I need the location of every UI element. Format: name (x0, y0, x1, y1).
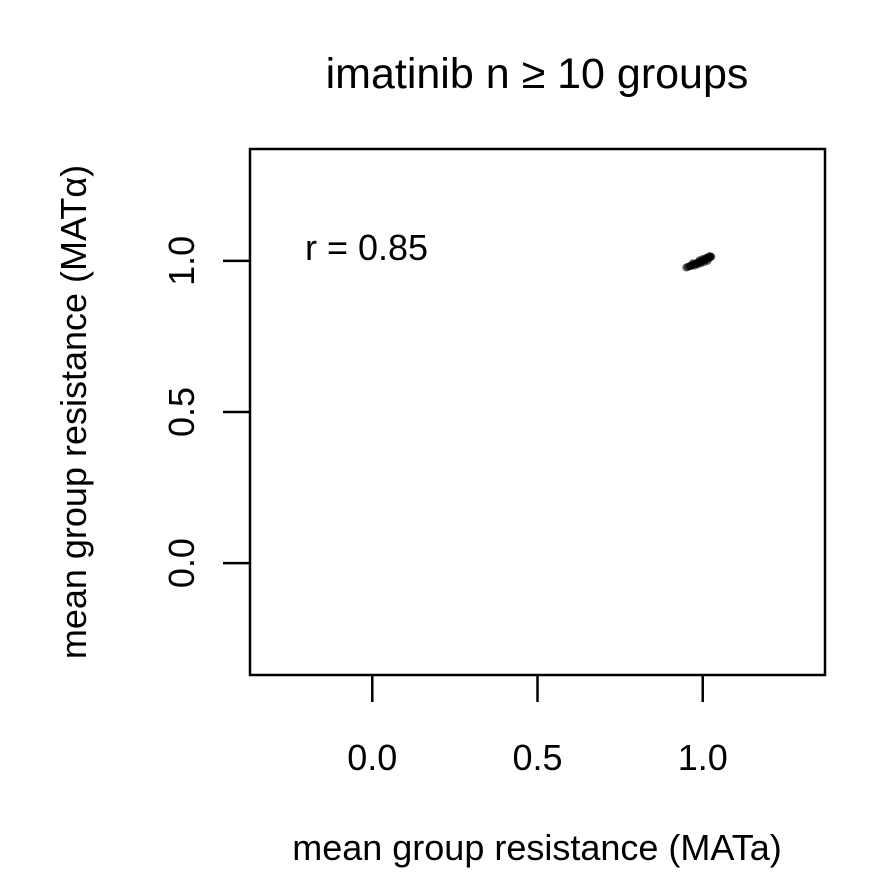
y-axis-label: mean group resistance (MATα) (53, 165, 94, 659)
data-point (705, 252, 714, 261)
chart-title: imatinib n ≥ 10 groups (326, 50, 749, 98)
y-tick-label: 0.5 (161, 387, 202, 437)
x-tick-label: 0.5 (512, 737, 562, 778)
x-axis-label: mean group resistance (MATa) (292, 827, 782, 868)
scatter-points (682, 252, 716, 272)
y-tick-label: 1.0 (161, 236, 202, 286)
x-tick-label: 1.0 (678, 737, 728, 778)
correlation-annotation: r = 0.85 (305, 227, 428, 268)
x-axis: 0.0 0.5 1.0 (347, 675, 728, 778)
data-point (688, 259, 697, 268)
y-tick-label: 0.0 (161, 538, 202, 588)
x-tick-label: 0.0 (347, 737, 397, 778)
y-axis: 0.0 0.5 1.0 (161, 236, 250, 588)
